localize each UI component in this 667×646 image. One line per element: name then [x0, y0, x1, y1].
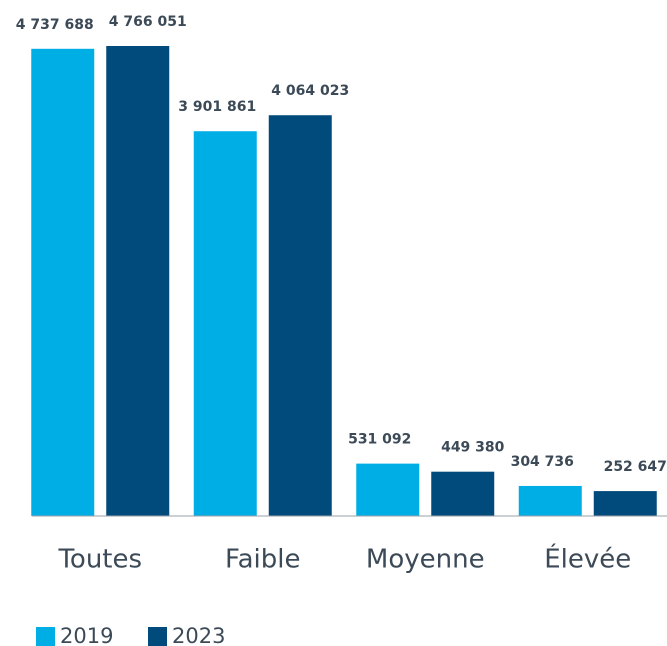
x-tick-label: Moyenne [366, 545, 485, 575]
bar [593, 491, 657, 516]
x-tick-label: Faible [225, 545, 300, 575]
bar [518, 485, 582, 516]
value-label: 449 380 [441, 440, 505, 456]
value-label: 4 737 688 [16, 17, 94, 33]
bar [31, 48, 95, 516]
x-tick-label: Toutes [57, 545, 142, 575]
bar [268, 115, 332, 516]
bar [193, 131, 257, 516]
bar [356, 463, 420, 516]
bar [431, 471, 495, 516]
value-label: 531 092 [348, 432, 411, 448]
legend-swatch [148, 627, 167, 646]
value-label: 252 647 [604, 459, 667, 475]
legend-label: 2019 [60, 624, 113, 646]
value-label: 4 766 051 [109, 14, 187, 30]
value-label: 3 901 861 [178, 99, 256, 115]
value-label: 4 064 023 [271, 83, 349, 99]
legend-label: 2023 [172, 624, 225, 646]
value-label: 304 736 [511, 454, 574, 470]
bar [106, 46, 170, 516]
legend-swatch [36, 627, 55, 646]
x-tick-label: Élevée [544, 543, 631, 575]
